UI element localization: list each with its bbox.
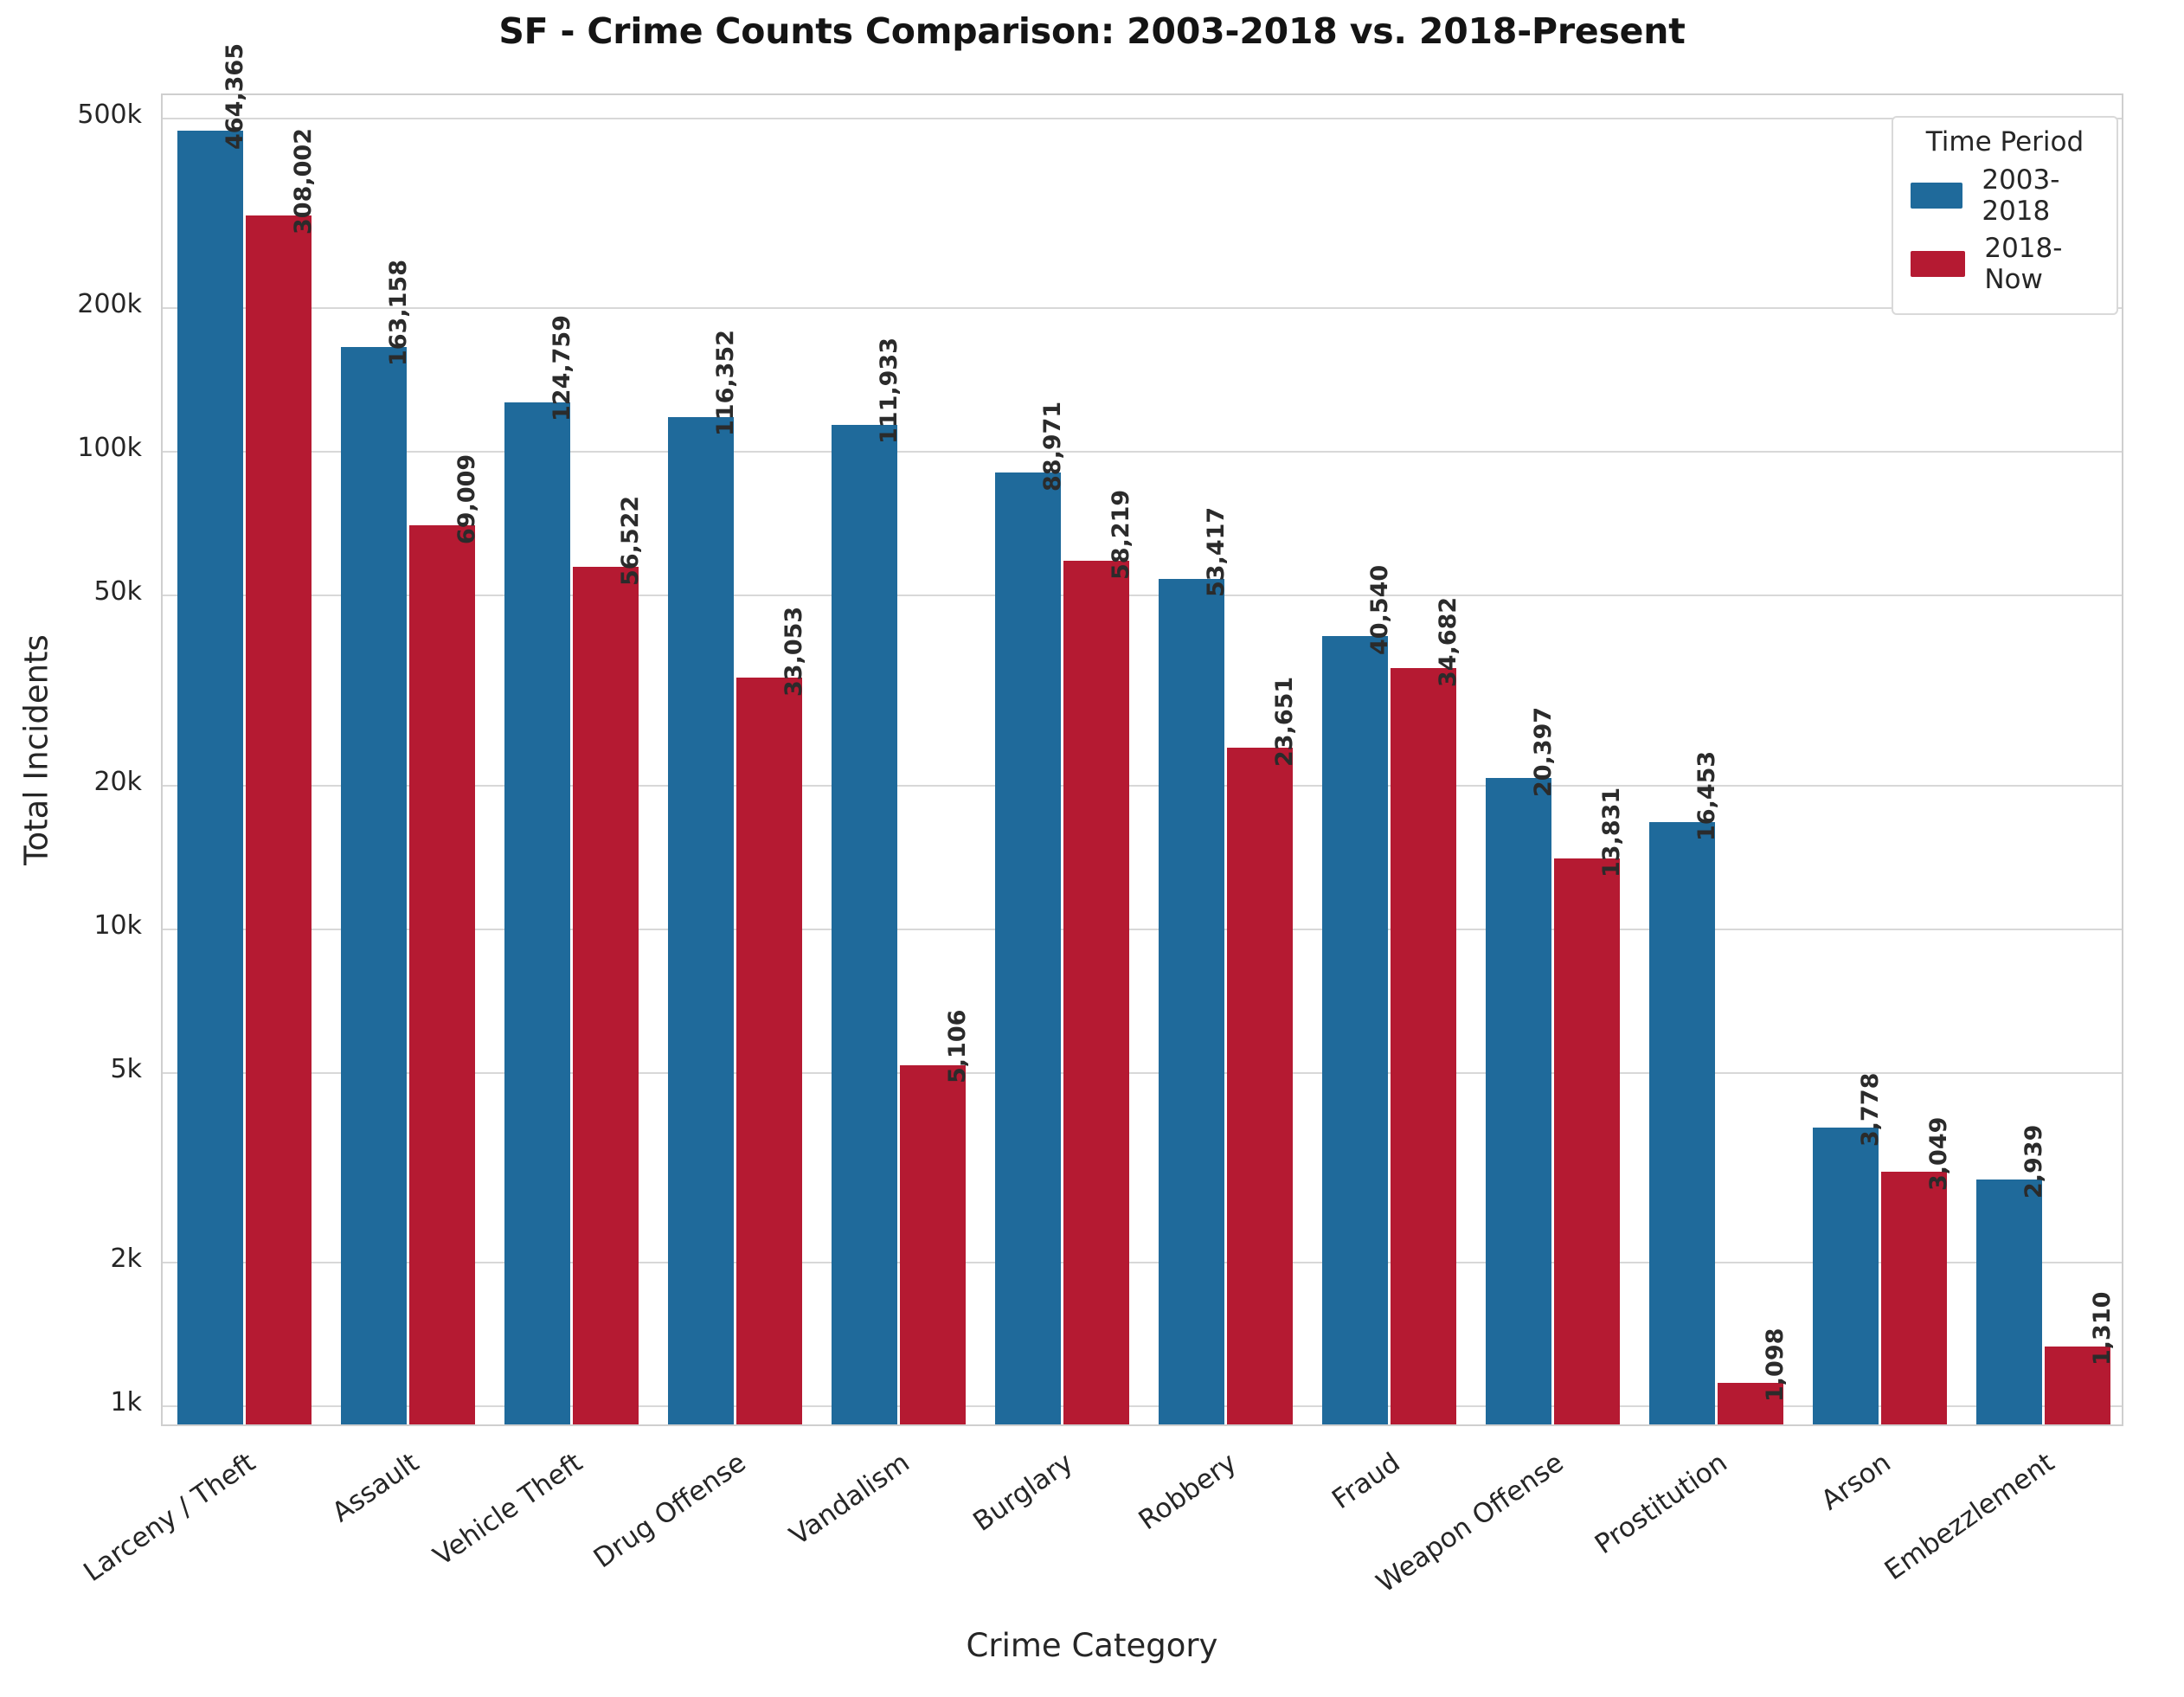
bar-value-label: 464,365 [221,42,248,150]
bar[interactable] [1881,1171,1947,1424]
bar-value-label: 116,352 [711,330,739,437]
bar-value-label: 69,009 [453,453,481,545]
bar[interactable] [246,215,312,1424]
bar-value-label: 3,049 [1925,1116,1953,1191]
bar-value-label: 40,540 [1365,564,1393,655]
y-axis-tick-label: 2k [110,1243,142,1274]
x-axis-tick-label: Prostitution [1589,1447,1733,1561]
legend-rows: 2003-2018 2018-Now [1905,164,2104,295]
bar[interactable] [736,678,802,1424]
bar[interactable] [832,425,897,1424]
bar-value-label: 88,971 [1038,402,1066,492]
gridline [163,1261,2122,1263]
legend: Time Period 2003-2018 2018-Now [1892,116,2118,315]
x-axis-tick-label: Assault [325,1447,425,1529]
legend-item[interactable]: 2018-Now [1911,233,2104,295]
bar[interactable] [341,347,407,1424]
legend-item-label: 2018-Now [1984,233,2063,295]
y-axis-tick-label: 200k [77,289,142,320]
gridline [163,1405,2122,1407]
bar[interactable] [2045,1347,2110,1424]
bar-value-label: 5,106 [944,1010,972,1084]
bar-value-label: 3,778 [1856,1072,1884,1147]
bar[interactable] [1649,822,1715,1424]
x-axis-title: Crime Category [966,1627,1218,1664]
plot-area: 464,365 308,002 163,158 69,009 124,759 56,522… [161,43,2123,1426]
bar-value-label: 1,098 [1762,1327,1789,1403]
y-axis-tick-label: 5k [110,1053,142,1084]
bar[interactable] [995,472,1061,1424]
legend-swatch-icon [1911,183,1963,209]
legend-title: Time Period [1925,126,2084,157]
gridline [163,1071,2122,1074]
gridline [163,928,2122,930]
legend-item-label: 2003-2018 [1982,164,2060,227]
x-axis-tick-label: Weapon Offense [1370,1447,1570,1599]
page-title: SF - Crime Counts Comparison: 2003-2018 … [498,10,1686,52]
x-axis-tick-label: Vandalism [783,1447,915,1552]
bar-value-label: 1,310 [2089,1291,2117,1366]
bar-value-label: 20,397 [1529,706,1557,797]
bar[interactable] [1322,635,1388,1424]
bar[interactable] [1813,1127,1879,1424]
gridline [163,595,2122,597]
gridline [163,118,2122,120]
x-axis-tick-label: Burglary [967,1447,1079,1538]
y-axis-tick-label: 100k [77,433,142,464]
bar-value-label: 163,158 [384,260,412,367]
bar-value-label: 2,939 [2020,1124,2047,1199]
bar-value-label: 58,219 [1108,489,1135,580]
bar[interactable] [504,402,570,1424]
y-axis-title: Total Incidents [17,634,55,865]
legend-item[interactable]: 2003-2018 [1911,164,2104,227]
bar[interactable] [668,417,734,1424]
bar[interactable] [900,1064,966,1424]
x-axis-tick-label: Vehicle Theft [427,1447,588,1572]
bar-value-label: 33,053 [780,607,808,697]
x-axis-tick-label: Robbery [1133,1447,1243,1537]
bar[interactable] [409,525,475,1424]
x-axis-tick-label: Arson [1815,1447,1897,1517]
bar[interactable] [1063,560,1129,1424]
bar[interactable] [1554,858,1620,1424]
bar-value-label: 124,759 [548,315,575,422]
bar[interactable] [1718,1383,1783,1424]
bar[interactable] [1227,747,1293,1424]
x-axis-tick-label: Drug Offense [588,1447,752,1575]
bar-value-label: 308,002 [290,128,318,235]
bar[interactable] [177,130,243,1424]
legend-swatch-icon [1911,251,1966,277]
y-axis-tick-label: 1k [110,1386,142,1417]
gridline [163,307,2122,310]
bar-value-label: 16,453 [1693,751,1720,842]
x-axis-tick-label: Fraud [1326,1447,1406,1516]
gridline [163,451,2122,453]
bar-value-label: 13,831 [1598,787,1626,877]
bar[interactable] [1976,1179,2042,1424]
bar-value-label: 111,933 [875,337,903,445]
bar[interactable] [573,566,639,1424]
bar-value-label: 56,522 [617,495,645,586]
x-axis-tick-label: Embezzlement [1879,1447,2060,1587]
bar-value-label: 34,682 [1435,596,1462,687]
bar-value-label: 23,651 [1271,676,1299,767]
bar[interactable] [1486,777,1551,1424]
bar[interactable] [1159,578,1224,1424]
bar-value-label: 53,417 [1202,507,1230,598]
x-axis-tick-label: Larceny / Theft [77,1447,261,1589]
bar[interactable] [1391,667,1456,1424]
gridline [163,784,2122,787]
y-axis-tick-label: 500k [77,100,142,131]
